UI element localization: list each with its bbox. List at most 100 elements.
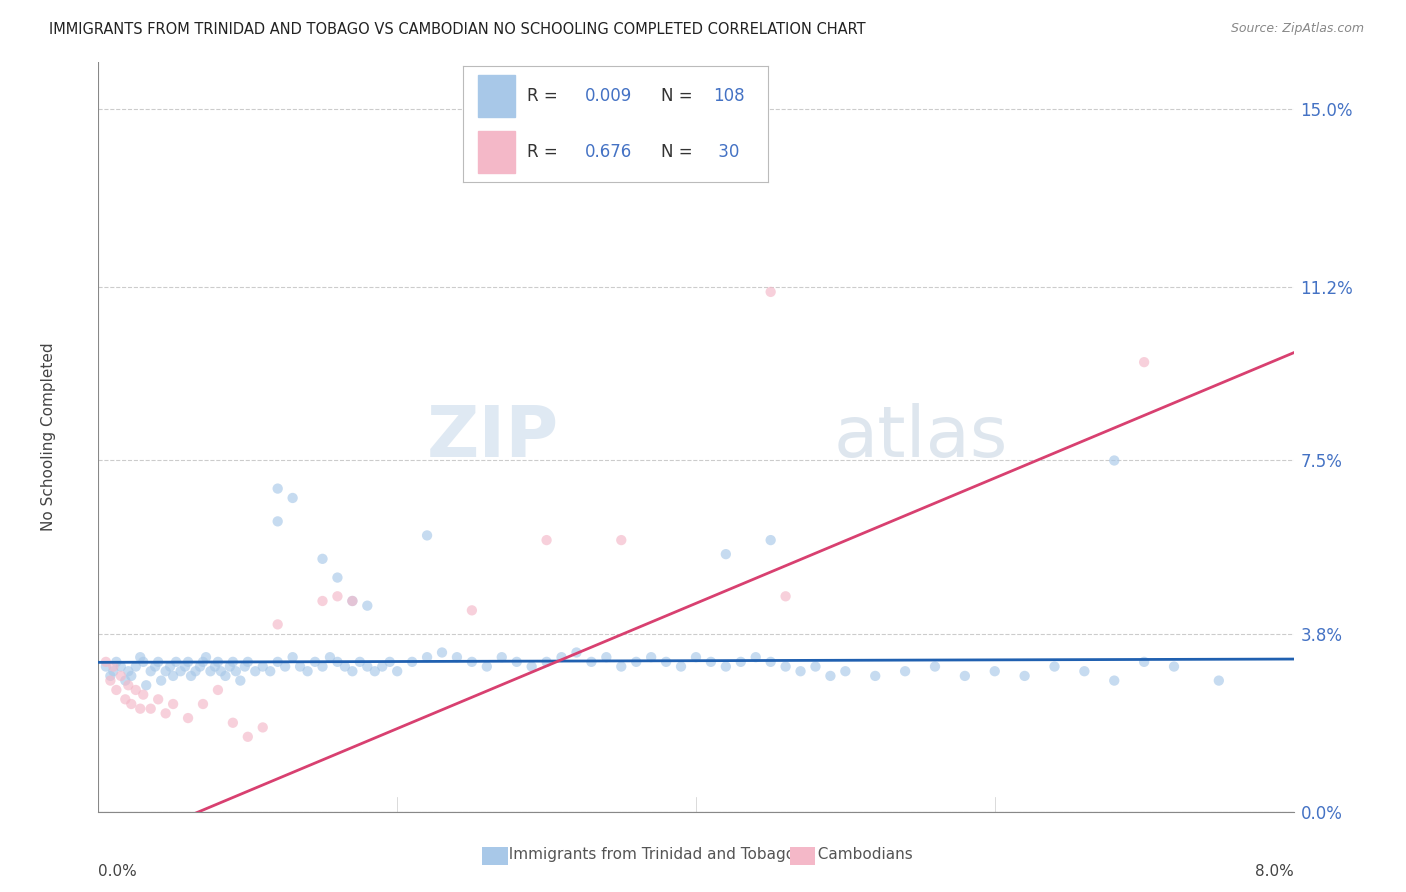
Point (924, 659, 946, 673)
Point (195, 650, 218, 665)
Point (117, 664, 139, 679)
Point (159, 659, 181, 673)
Point (114, 673, 136, 688)
Point (110, 669, 132, 683)
Point (139, 664, 162, 679)
Point (1073, 664, 1095, 679)
Point (162, 697, 184, 711)
Text: No Schooling Completed: No Schooling Completed (41, 343, 56, 532)
Point (745, 650, 768, 665)
Point (730, 655, 752, 669)
Point (356, 659, 378, 673)
Point (222, 655, 245, 669)
Point (188, 659, 211, 673)
Point (114, 692, 136, 706)
Point (565, 646, 588, 660)
Point (267, 617, 290, 632)
Point (349, 655, 371, 669)
Point (1133, 355, 1156, 369)
Point (1104, 453, 1126, 467)
Point (595, 650, 617, 665)
Point (252, 721, 274, 735)
Point (311, 659, 333, 673)
Point (259, 664, 281, 679)
Point (1133, 655, 1156, 669)
Text: Immigrants from Trinidad and Tobago: Immigrants from Trinidad and Tobago (499, 847, 796, 862)
Point (789, 664, 811, 679)
Point (207, 683, 229, 698)
Point (281, 650, 304, 665)
Point (416, 650, 439, 665)
Point (191, 697, 214, 711)
Point (139, 701, 162, 715)
Point (155, 706, 177, 721)
Point (326, 655, 349, 669)
Point (288, 659, 311, 673)
Point (219, 659, 242, 673)
Point (775, 590, 797, 604)
Point (169, 664, 191, 679)
Point (311, 594, 333, 608)
Text: Cambodians: Cambodians (808, 847, 914, 862)
Point (98, 669, 122, 683)
Point (132, 688, 155, 702)
Point (214, 669, 236, 683)
Point (416, 528, 439, 542)
Point (105, 683, 128, 698)
Point (865, 669, 887, 683)
Point (245, 664, 267, 679)
Point (536, 655, 558, 669)
Point (174, 659, 197, 673)
Text: 0.0%: 0.0% (98, 864, 138, 880)
Point (626, 655, 648, 669)
Point (550, 650, 572, 665)
Point (640, 650, 662, 665)
Point (319, 650, 342, 665)
Point (610, 533, 633, 547)
Point (700, 655, 723, 669)
Point (461, 603, 484, 617)
Point (125, 659, 148, 673)
Point (105, 655, 128, 669)
Text: atlas: atlas (834, 402, 1008, 472)
Point (274, 659, 297, 673)
Point (207, 655, 229, 669)
Point (165, 655, 187, 669)
Point (236, 730, 259, 744)
Point (536, 533, 558, 547)
Point (430, 646, 453, 660)
Point (148, 655, 170, 669)
Text: Source: ZipAtlas.com: Source: ZipAtlas.com (1230, 22, 1364, 36)
Text: ZIP: ZIP (426, 402, 558, 472)
Point (148, 692, 170, 706)
Point (685, 650, 707, 665)
Point (184, 664, 207, 679)
Point (267, 514, 290, 528)
Point (1208, 673, 1230, 688)
Point (204, 659, 226, 673)
Point (759, 285, 782, 299)
Point (180, 669, 202, 683)
Point (1043, 659, 1066, 673)
Text: IMMIGRANTS FROM TRINIDAD AND TOBAGO VS CAMBODIAN NO SCHOOLING COMPLETED CORRELAT: IMMIGRANTS FROM TRINIDAD AND TOBAGO VS C… (49, 22, 866, 37)
Point (103, 659, 125, 673)
Point (1104, 673, 1126, 688)
Point (342, 594, 364, 608)
Point (759, 533, 782, 547)
Point (129, 650, 152, 665)
Text: 8.0%: 8.0% (1254, 864, 1294, 880)
Point (191, 655, 214, 669)
Point (177, 655, 200, 669)
Point (953, 669, 976, 683)
Point (820, 669, 842, 683)
Point (132, 655, 155, 669)
Point (669, 659, 692, 673)
Point (378, 655, 401, 669)
Point (162, 669, 184, 683)
Point (984, 664, 1007, 679)
Point (1014, 669, 1036, 683)
Point (461, 655, 484, 669)
Point (304, 655, 326, 669)
Point (120, 669, 142, 683)
Point (610, 659, 633, 673)
